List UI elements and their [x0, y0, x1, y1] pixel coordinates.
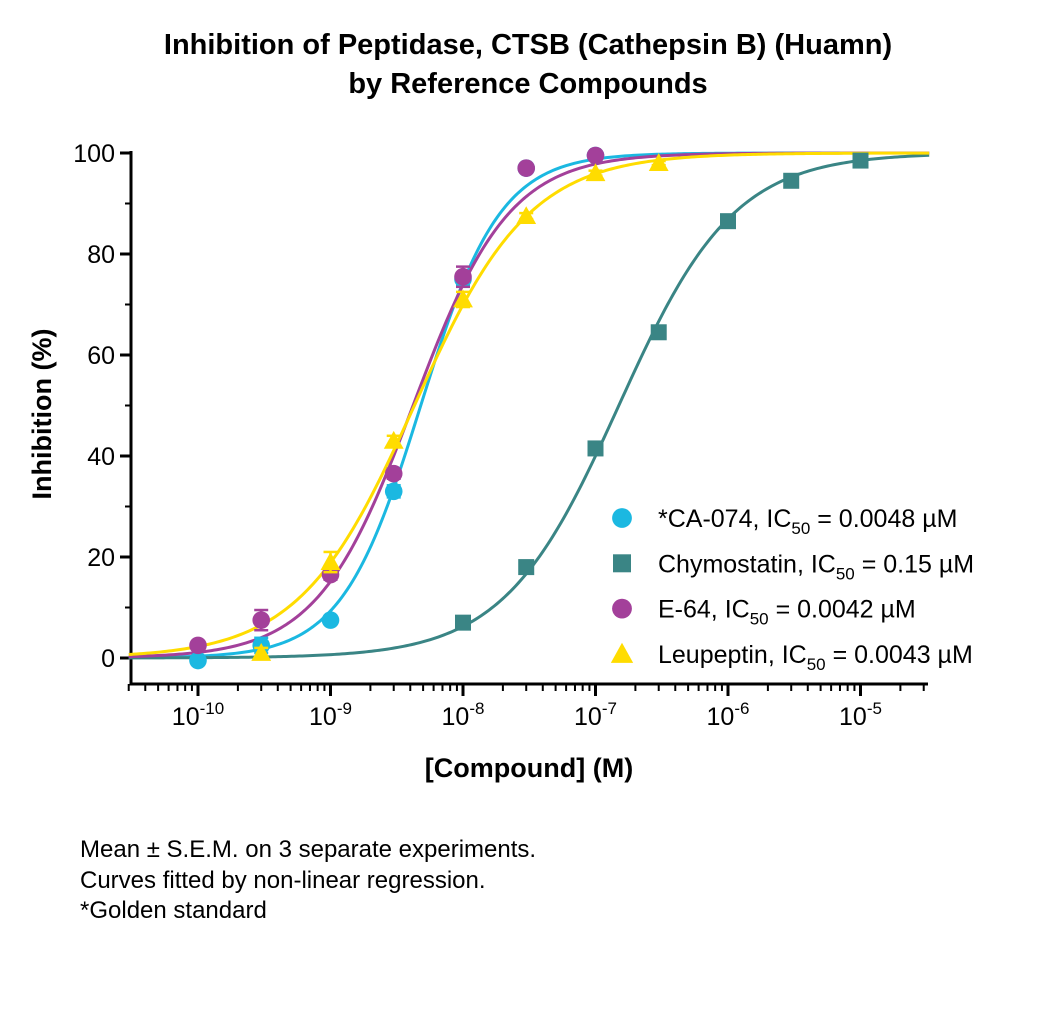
data-point	[586, 146, 605, 165]
y-tick-label: 100	[73, 140, 115, 168]
legend: *CA-074, IC50 = 0.0048 µM Chymostatin, IC…	[610, 505, 974, 674]
data-point	[852, 152, 869, 169]
y-tick-label: 40	[87, 443, 115, 471]
data-point	[454, 267, 472, 286]
fit-curve-ca074	[128, 151, 930, 660]
data-point	[453, 289, 473, 308]
data-point	[252, 611, 271, 629]
x-tick-label: 10-10	[172, 699, 224, 731]
data-point	[455, 614, 471, 631]
footnote-line: Curves fitted by non-linear regression.	[80, 866, 486, 894]
legend-marker	[610, 642, 634, 663]
fit-curve-e64	[128, 151, 930, 659]
data-point	[251, 643, 272, 661]
fit-curve-leupeptin	[128, 151, 930, 656]
data-point	[189, 636, 207, 655]
x-tick-label: 10-9	[309, 699, 352, 731]
data-point	[321, 611, 340, 629]
y-tick-label: 20	[87, 544, 115, 572]
y-axis-title: Inhibition (%)	[27, 329, 57, 500]
fit-curve-chymostatin	[128, 153, 930, 660]
x-tick-label: 10-8	[442, 699, 485, 731]
x-axis-title: [Compound] (M)	[425, 753, 633, 783]
footnotes: Mean ± S.E.M. on 3 separate experiments.…	[80, 835, 536, 927]
fit-curves	[128, 151, 930, 660]
legend-marker	[612, 598, 632, 619]
data-point	[648, 153, 669, 172]
x-tick-label: 10-6	[707, 699, 750, 731]
y-tick-label: 60	[87, 342, 115, 370]
data-point	[587, 440, 604, 457]
footnote-line: *Golden standard	[80, 897, 267, 924]
y-tick-label: 80	[87, 241, 115, 269]
legend-label: Chymostatin, IC50 = 0.15 µM	[658, 550, 974, 583]
data-point	[517, 159, 536, 177]
legend-label: Leupeptin, IC50 = 0.0043 µM	[658, 641, 973, 674]
data-point	[650, 324, 667, 341]
x-tick-label: 10-5	[839, 699, 882, 731]
data-points	[189, 146, 869, 670]
footnote-line: Mean ± S.E.M. on 3 separate experiments.	[80, 836, 537, 863]
legend-marker	[613, 554, 631, 573]
y-tick-label: 0	[101, 645, 115, 673]
legend-marker	[612, 508, 632, 528]
data-point	[189, 651, 207, 670]
data-point	[516, 206, 537, 225]
x-tick-label: 10-7	[574, 699, 617, 731]
data-point	[585, 163, 606, 182]
data-point	[321, 565, 340, 584]
chart-title-line-2: by Reference Compounds	[348, 68, 707, 100]
data-point	[720, 213, 736, 230]
data-point	[518, 559, 535, 576]
axes: 0 20 40 60 80 100 10-10 10-9 10-8 10-7 10-6 10-5	[73, 140, 928, 731]
legend-label: *CA-074, IC50 = 0.0048 µM	[658, 505, 957, 538]
data-point	[384, 482, 403, 501]
data-point	[320, 552, 341, 570]
chart-title-line-1: Inhibition of Peptidase, CTSB (Cathepsin…	[164, 29, 892, 61]
data-point	[783, 172, 800, 189]
data-point	[383, 430, 404, 449]
legend-label: E-64, IC50 = 0.0042 µM	[658, 596, 916, 629]
data-point	[384, 464, 403, 483]
